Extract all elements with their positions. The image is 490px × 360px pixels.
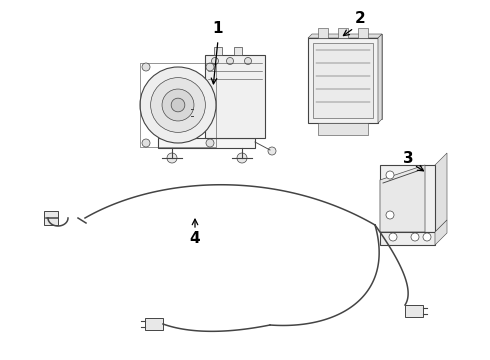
Bar <box>44 211 58 225</box>
Circle shape <box>237 153 247 163</box>
Circle shape <box>268 147 276 155</box>
Bar <box>338 28 348 38</box>
Bar <box>318 123 368 135</box>
Text: 2: 2 <box>355 10 366 26</box>
Bar <box>205 55 265 138</box>
Text: 4: 4 <box>190 230 200 246</box>
Bar <box>214 47 222 55</box>
Circle shape <box>423 233 431 241</box>
Text: 3: 3 <box>403 150 413 166</box>
Bar <box>312 34 382 119</box>
Circle shape <box>245 58 251 64</box>
Bar <box>193 105 205 120</box>
Circle shape <box>171 98 185 112</box>
Circle shape <box>212 58 219 64</box>
Bar <box>313 43 373 118</box>
Polygon shape <box>380 165 435 232</box>
Polygon shape <box>435 153 447 232</box>
Circle shape <box>389 233 397 241</box>
Text: 1: 1 <box>213 21 223 36</box>
Polygon shape <box>380 232 435 245</box>
Polygon shape <box>380 165 425 232</box>
Polygon shape <box>158 138 255 148</box>
Bar <box>308 38 378 123</box>
Bar <box>405 305 423 317</box>
Circle shape <box>167 153 177 163</box>
Bar <box>234 47 242 55</box>
Circle shape <box>206 63 214 71</box>
Polygon shape <box>378 34 382 123</box>
Circle shape <box>226 58 234 64</box>
Bar <box>145 318 163 330</box>
Bar <box>140 63 216 147</box>
Circle shape <box>140 67 216 143</box>
Circle shape <box>206 139 214 147</box>
Circle shape <box>150 78 205 132</box>
Bar <box>318 28 328 38</box>
Bar <box>358 28 368 38</box>
Circle shape <box>142 63 150 71</box>
Polygon shape <box>308 34 382 38</box>
Circle shape <box>142 139 150 147</box>
Circle shape <box>411 233 419 241</box>
Circle shape <box>386 211 394 219</box>
Polygon shape <box>435 220 447 245</box>
Circle shape <box>162 89 194 121</box>
Circle shape <box>386 171 394 179</box>
